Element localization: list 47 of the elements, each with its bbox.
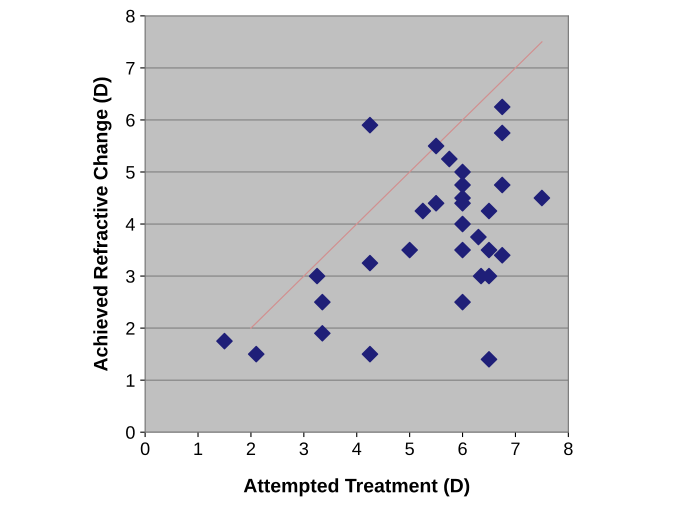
point [362,346,378,362]
x-tick-label: 1 [194,442,202,455]
point [494,246,511,264]
point [494,98,511,116]
y-tick-label: 5 [126,166,135,179]
y-tick-label: 2 [126,322,134,335]
point [314,325,331,342]
point [308,268,326,284]
x-tick-label: 7 [511,442,520,455]
point [362,254,378,272]
y-tick-label: 7 [126,62,134,74]
y-tick-label: 1 [126,374,135,387]
y-tick-label: 0 [126,426,135,439]
point [248,346,265,362]
x-tick-label: 6 [458,442,467,456]
point [454,176,471,194]
point [428,138,444,154]
point [401,242,418,258]
point [428,194,444,212]
point [480,351,498,368]
x-tick-label: 2 [246,442,256,455]
y-tick-label: 3 [126,270,135,283]
x-tick-label: 4 [352,442,362,455]
point [314,294,331,310]
point [454,164,471,180]
x-tick-label: 3 [300,442,308,456]
y-axis-title: Achieved Refractive Change (D) [93,77,112,372]
y-tick-label: 4 [126,218,135,231]
point [454,216,471,232]
point [494,124,511,142]
point [454,294,471,310]
y-tick-label: 6 [126,114,135,127]
point [470,228,487,246]
x-tick-label: 5 [405,442,414,456]
point [494,176,511,194]
x-axis-title: Attempted Treatment (D) [244,478,470,496]
x-tick-label: 0 [140,442,150,456]
point [216,332,233,350]
point [441,150,458,168]
point [534,190,550,206]
point [480,242,498,258]
point [454,242,471,258]
point [362,116,378,134]
point [480,202,498,220]
x-tick-label: 8 [564,442,573,456]
y-tick-label: 8 [126,10,135,23]
point [414,202,432,220]
